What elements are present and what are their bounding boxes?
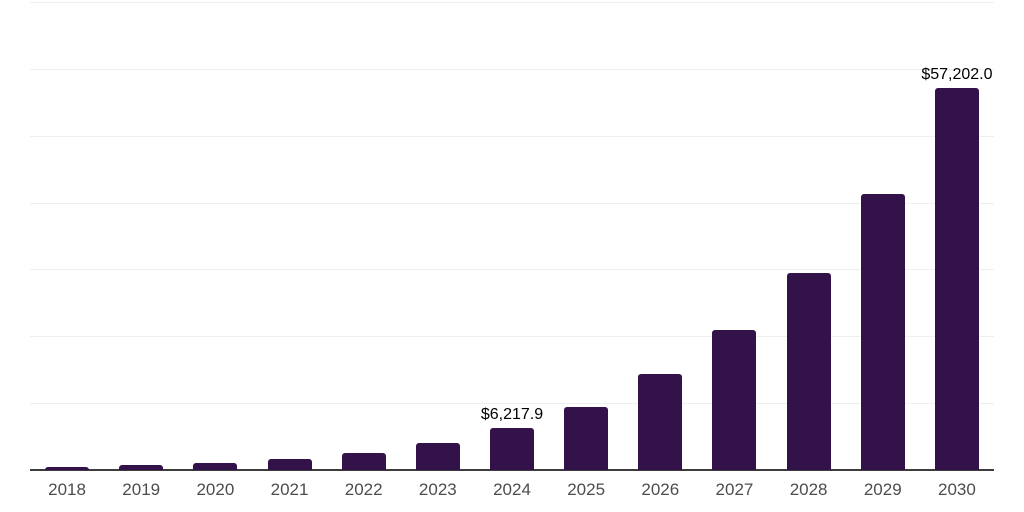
bar-2023	[415, 442, 460, 470]
x-tick-2029: 2029	[863, 480, 902, 499]
gridline	[30, 336, 994, 338]
x-tick-2027: 2027	[715, 480, 754, 499]
gridline	[30, 269, 994, 271]
plot-area: $6,217.9 $57,202.0	[30, 2, 994, 471]
bar-2019	[119, 465, 164, 470]
x-tick-2028: 2028	[789, 480, 828, 499]
bar-2027	[712, 330, 757, 470]
x-tick-2025: 2025	[567, 480, 606, 499]
x-axis-line	[30, 469, 994, 471]
gridline	[30, 202, 994, 204]
x-tick-2023: 2023	[418, 480, 457, 499]
gridline	[30, 135, 994, 137]
bar-2030	[934, 87, 979, 470]
x-tick-2018: 2018	[48, 480, 86, 499]
bar-2026	[638, 374, 683, 470]
value-label-2030: $57,202.0	[921, 65, 993, 83]
x-tick-2024: 2024	[493, 480, 531, 499]
bar-2029	[860, 194, 905, 470]
bar-2024	[490, 428, 534, 470]
x-tick-2019: 2019	[122, 480, 161, 499]
x-tick-2030: 2030	[938, 480, 976, 499]
x-tick-2026: 2026	[641, 480, 680, 499]
x-tick-2021: 2021	[270, 480, 309, 499]
x-tick-2022: 2022	[344, 480, 383, 499]
x-tick-2020: 2020	[196, 480, 235, 499]
gridline	[30, 403, 994, 405]
gridline	[30, 68, 994, 70]
bar-2025	[564, 407, 609, 470]
gridline	[30, 2, 994, 3]
bar-2021	[267, 458, 312, 470]
value-label-2024: $6,217.9	[480, 406, 544, 424]
bar-2028	[786, 273, 831, 470]
x-axis-labels: 2018 2019 2020 2021 2022 2023 2024 2025 2026 2027…	[30, 480, 994, 504]
bar-2020	[193, 462, 238, 470]
bar-2022	[341, 452, 386, 470]
bar-2018	[45, 467, 90, 470]
